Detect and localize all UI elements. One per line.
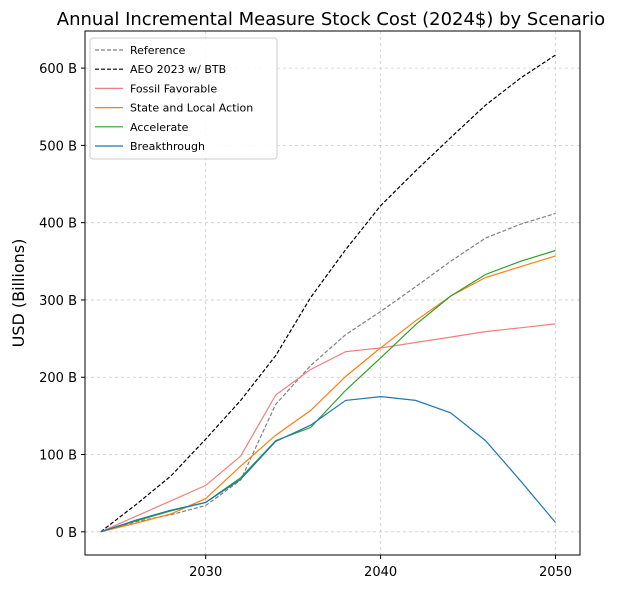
x-axis: 2030 2040 2050 [189,555,572,580]
y-axis: 0 B 100 B 200 B 300 B 400 B 500 B 600 B [39,62,85,541]
grid-lines [85,31,580,555]
plot-area-frame [84,30,581,556]
legend-label: AEO 2023 w/ BTB [130,63,226,76]
y-tick-label: 400 B [39,217,77,232]
y-tick-label: 100 B [39,449,77,464]
y-tick-label: 600 B [39,62,77,77]
legend: Reference AEO 2023 w/ BTB Fossil Favorable… [89,37,278,160]
series-line [100,249,556,533]
legend-box [89,37,278,160]
x-tick-label: 2030 [189,565,222,580]
y-tick-label: 200 B [39,371,77,386]
chart-title: Annual Incremental Measure Stock Cost (2… [57,9,605,30]
legend-label: State and Local Action [130,102,253,115]
legend-label: Breakthrough [130,140,205,153]
legend-label: Accelerate [130,121,189,134]
series-line [100,212,556,533]
x-tick-label: 2040 [364,565,397,580]
y-tick-label: 500 B [39,139,77,154]
y-tick-label: 0 B [56,526,77,541]
y-tick-label: 300 B [39,294,77,309]
series-line [100,323,556,533]
y-axis-label: USD (Billions) [9,239,28,348]
legend-label: Fossil Favorable [130,82,217,95]
series-line [100,255,556,533]
series-line [100,395,556,533]
series-line [100,54,556,533]
x-tick-label: 2050 [539,565,572,580]
series-lines [100,54,556,533]
legend-label: Reference [130,44,186,57]
